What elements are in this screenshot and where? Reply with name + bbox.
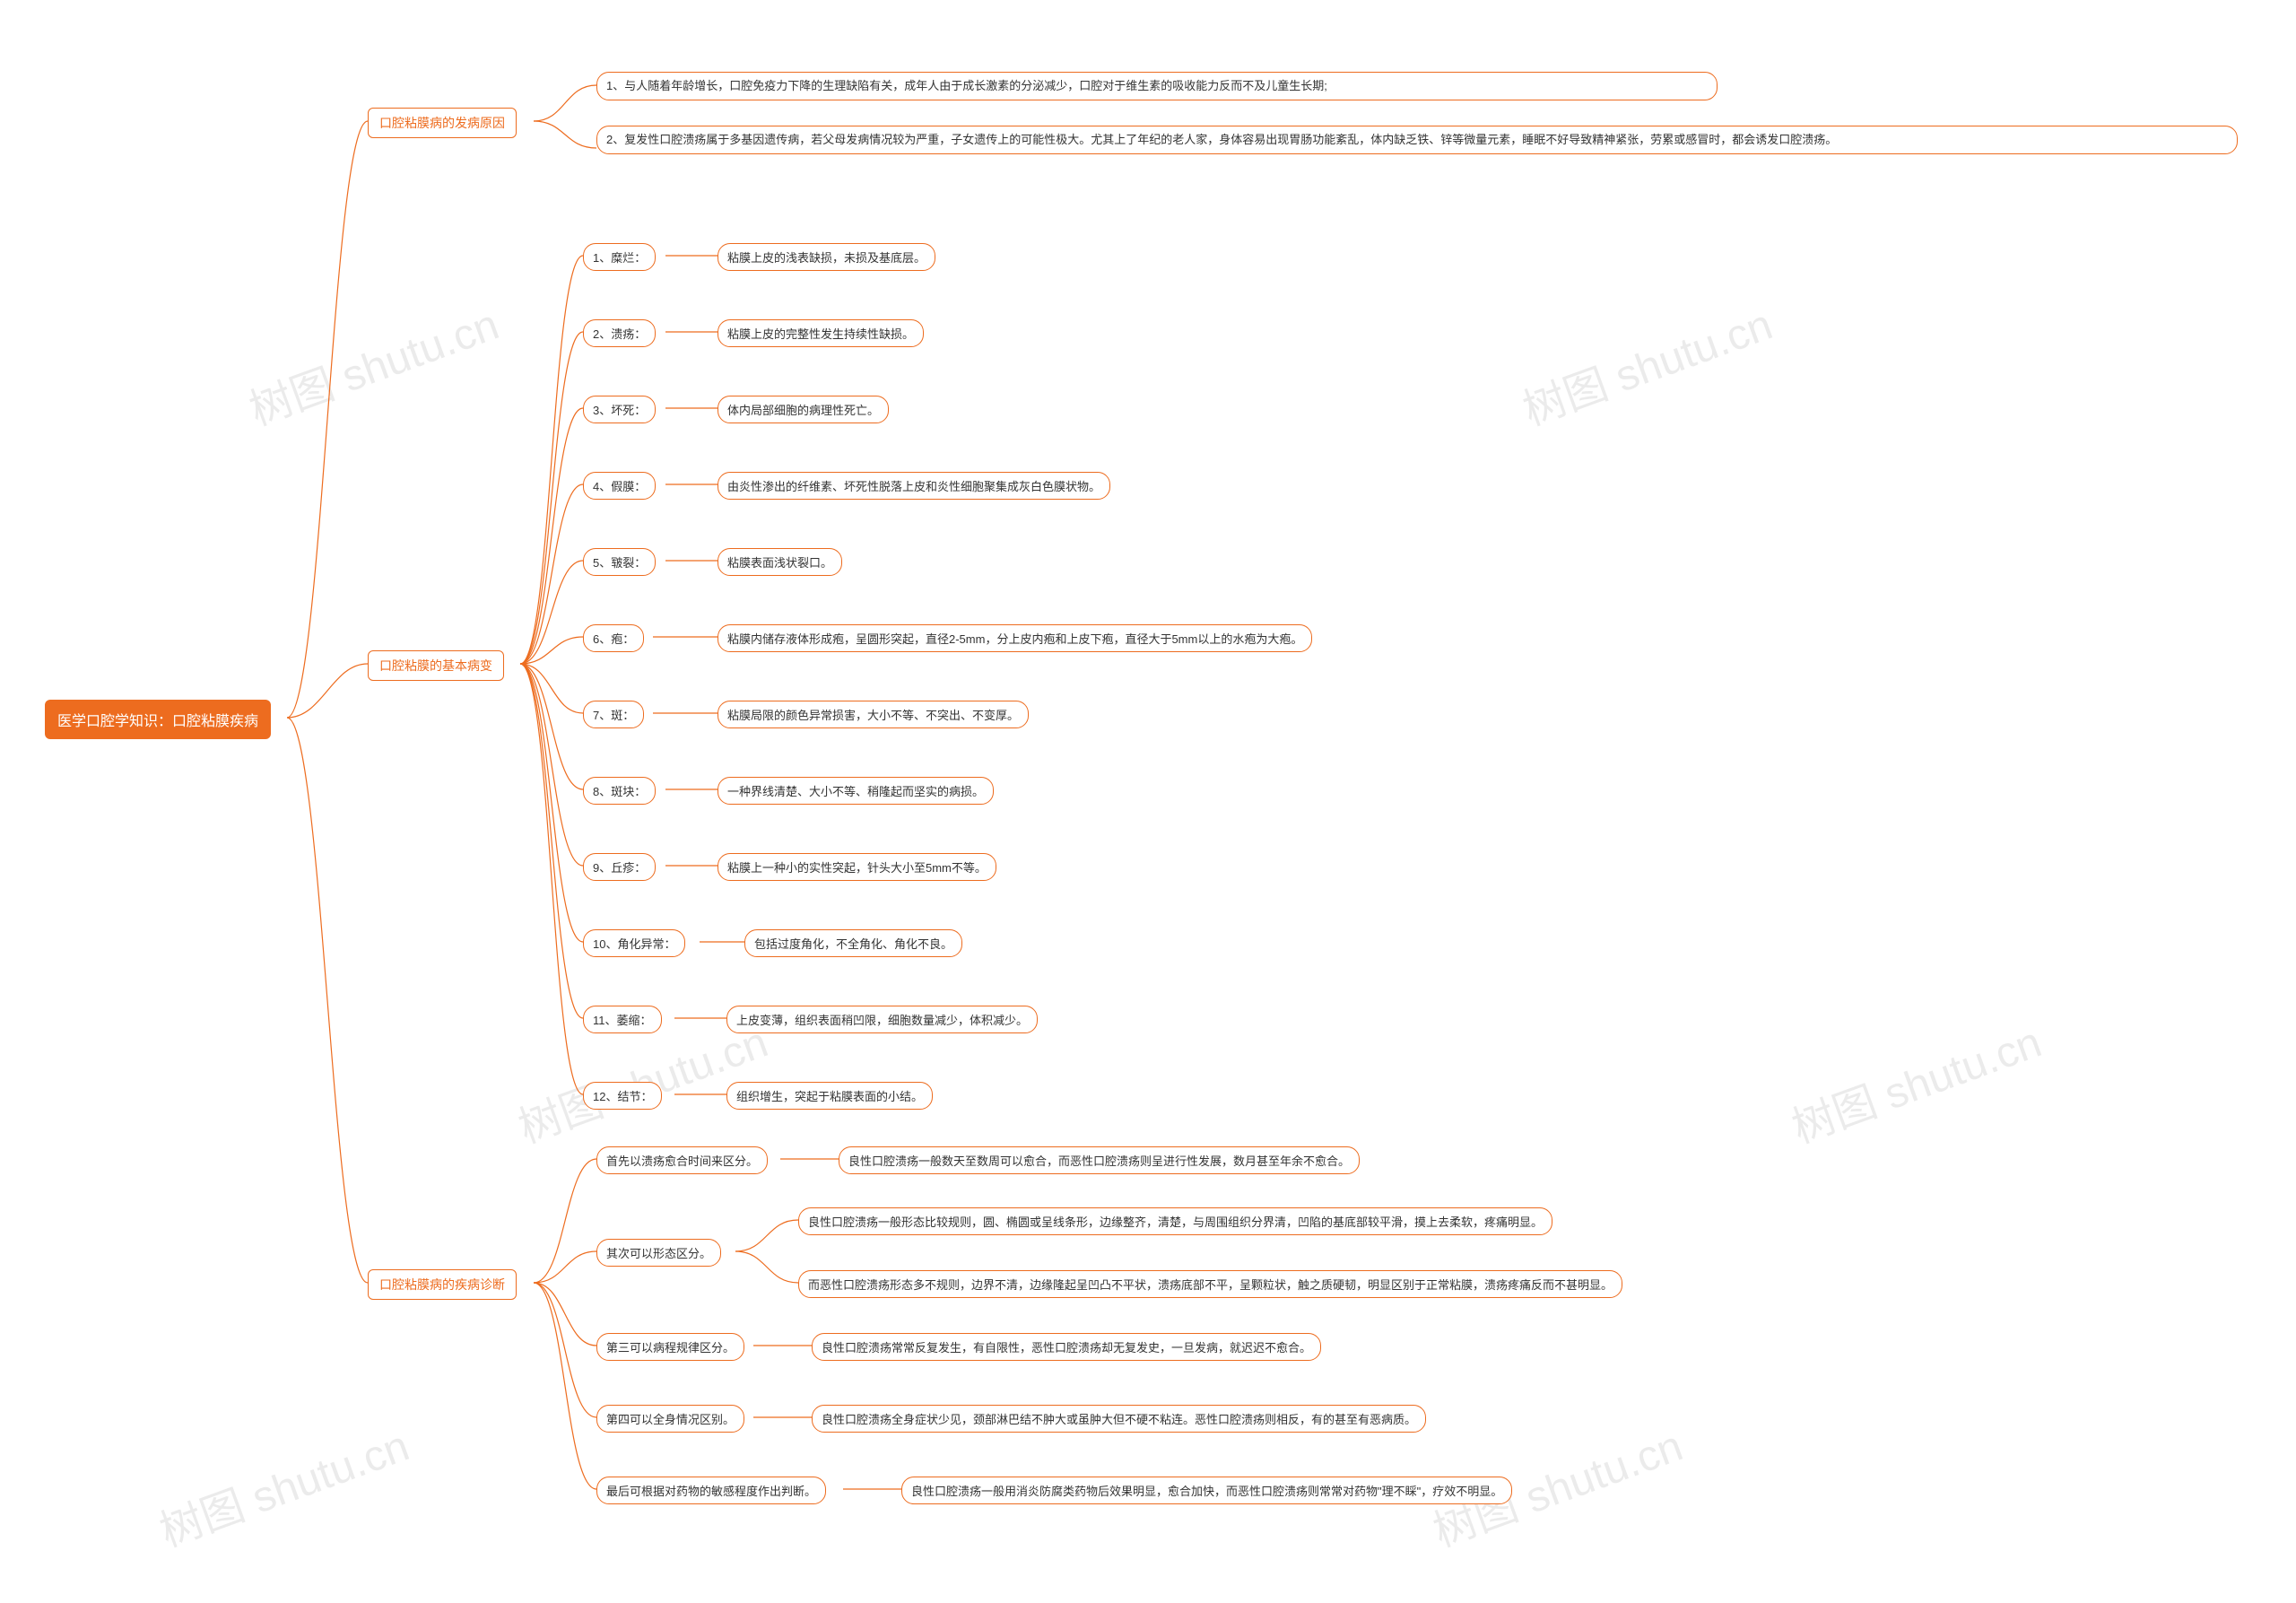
mindmap-canvas: 树图 shutu.cn 树图 shutu.cn 树图 shutu.cn 树图 s…	[36, 36, 2260, 1531]
lesion-5-label: 5、皲裂：	[583, 548, 656, 576]
branch-diagnosis[interactable]: 口腔粘膜病的疾病诊断	[368, 1269, 517, 1300]
lesion-6-label: 6、疱：	[583, 624, 644, 652]
watermark: 树图 shutu.cn	[239, 289, 506, 437]
lesion-3-label: 3、坏死：	[583, 396, 656, 423]
diag-4-label: 第四可以全身情况区别。	[596, 1405, 744, 1433]
lesion-8-text: 一种界线清楚、大小不等、稍隆起而坚实的病损。	[718, 777, 994, 805]
lesion-11-text: 上皮变薄，组织表面稍凹限，细胞数量减少，体积减少。	[726, 1006, 1038, 1033]
diag-3-label: 第三可以病程规律区分。	[596, 1333, 744, 1361]
lesion-1-label: 1、糜烂：	[583, 243, 656, 271]
diag-2b-text: 而恶性口腔溃疡形态多不规则，边界不清，边缘隆起呈凹凸不平状，溃疡底部不平，呈颗粒…	[798, 1270, 1622, 1298]
diag-1-text: 良性口腔溃疡一般数天至数周可以愈合，而恶性口腔溃疡则呈进行性发展，数月甚至年余不…	[839, 1146, 1360, 1174]
diag-2a-text: 良性口腔溃疡一般形态比较规则，圆、椭圆或呈线条形，边缘整齐，清楚，与周围组织分界…	[798, 1207, 1552, 1235]
branch-causes[interactable]: 口腔粘膜病的发病原因	[368, 108, 517, 138]
root-node[interactable]: 医学口腔学知识：口腔粘膜疾病	[45, 700, 271, 739]
diag-1-label: 首先以溃疡愈合时间来区分。	[596, 1146, 768, 1174]
lesion-10-text: 包括过度角化，不全角化、角化不良。	[744, 929, 962, 957]
connectors	[36, 36, 2296, 1603]
causes-item-2: 2、复发性口腔溃疡属于多基因遗传病，若父母发病情况较为严重，子女遗传上的可能性极…	[596, 126, 2238, 154]
watermark: 树图 shutu.cn	[1513, 289, 1779, 437]
lesion-9-label: 9、丘疹：	[583, 853, 656, 881]
lesion-4-text: 由炎性渗出的纤维素、坏死性脱落上皮和炎性细胞聚集成灰白色膜状物。	[718, 472, 1110, 500]
lesion-12-text: 组织增生，突起于粘膜表面的小结。	[726, 1082, 933, 1110]
diag-2-label: 其次可以形态区分。	[596, 1239, 721, 1267]
lesion-6-text: 粘膜内储存液体形成疱，呈圆形突起，直径2-5mm，分上皮内疱和上皮下疱，直径大于…	[718, 624, 1312, 652]
lesion-9-text: 粘膜上一种小的实性突起，针头大小至5mm不等。	[718, 853, 996, 881]
watermark: 树图 shutu.cn	[150, 1410, 416, 1558]
lesion-2-label: 2、溃疡：	[583, 319, 656, 347]
lesion-7-text: 粘膜局限的颜色异常损害，大小不等、不突出、不变厚。	[718, 701, 1029, 728]
diag-5-label: 最后可根据对药物的敏感程度作出判断。	[596, 1477, 826, 1504]
lesion-1-text: 粘膜上皮的浅表缺损，未损及基底层。	[718, 243, 935, 271]
lesion-3-text: 体内局部细胞的病理性死亡。	[718, 396, 889, 423]
lesion-4-label: 4、假膜：	[583, 472, 656, 500]
lesion-11-label: 11、萎缩：	[583, 1006, 662, 1033]
lesion-5-text: 粘膜表面浅状裂口。	[718, 548, 842, 576]
diag-3-text: 良性口腔溃疡常常反复发生，有自限性，恶性口腔溃疡却无复发史，一旦发病，就迟迟不愈…	[812, 1333, 1321, 1361]
lesion-7-label: 7、斑：	[583, 701, 644, 728]
lesion-2-text: 粘膜上皮的完整性发生持续性缺损。	[718, 319, 924, 347]
diag-4-text: 良性口腔溃疡全身症状少见，颈部淋巴结不肿大或虽肿大但不硬不粘连。恶性口腔溃疡则相…	[812, 1405, 1426, 1433]
lesion-12-label: 12、结节：	[583, 1082, 662, 1110]
watermark: 树图 shutu.cn	[1782, 1006, 2048, 1154]
causes-item-1: 1、与人随着年龄增长，口腔免疫力下降的生理缺陷有关，成年人由于成长激素的分泌减少…	[596, 72, 1718, 100]
branch-lesions[interactable]: 口腔粘膜的基本病变	[368, 650, 504, 681]
diag-5-text: 良性口腔溃疡一般用消炎防腐类药物后效果明显，愈合加快，而恶性口腔溃疡则常常对药物…	[901, 1477, 1512, 1504]
lesion-10-label: 10、角化异常：	[583, 929, 685, 957]
lesion-8-label: 8、斑块：	[583, 777, 656, 805]
